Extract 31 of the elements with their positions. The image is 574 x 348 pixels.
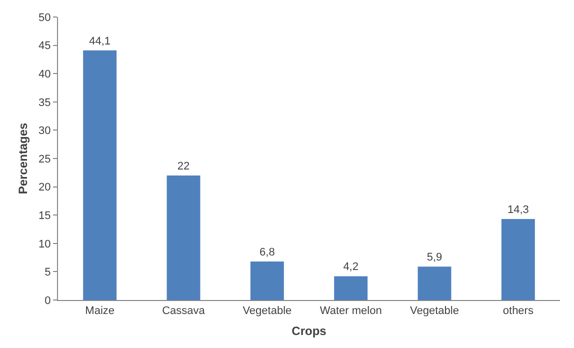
bar xyxy=(250,262,284,300)
data-label: 4,2 xyxy=(343,261,358,274)
bar xyxy=(334,276,368,300)
data-label: 44,1 xyxy=(89,35,111,48)
x-tick-label: Vegetable xyxy=(242,305,292,318)
bar xyxy=(501,219,535,300)
y-tick-label: 40 xyxy=(38,68,51,80)
data-label: 14,3 xyxy=(507,204,529,216)
data-label: 5,9 xyxy=(426,252,442,264)
data-label: 6,8 xyxy=(260,246,275,259)
y-tick-label: 10 xyxy=(38,238,51,250)
y-tick-label: 30 xyxy=(38,125,51,138)
bar xyxy=(83,50,117,300)
y-tick-label: 5 xyxy=(44,266,51,279)
y-tick-label: 35 xyxy=(38,96,51,109)
bar xyxy=(418,266,452,300)
bar xyxy=(166,175,200,300)
y-tick-label: 15 xyxy=(38,210,51,222)
y-tick-label: 25 xyxy=(38,153,51,166)
x-tick-label: others xyxy=(502,305,534,318)
y-tick-label: 50 xyxy=(38,12,51,24)
y-tick-label: 20 xyxy=(38,182,51,194)
x-tick-label: Maize xyxy=(85,305,114,318)
x-tick-label: Cassava xyxy=(162,305,206,318)
y-axis-title: Percentages xyxy=(16,122,30,194)
x-axis-title: Crops xyxy=(292,324,327,338)
y-tick-label: 45 xyxy=(38,40,51,52)
data-label: 22 xyxy=(177,160,190,172)
y-tick-label: 0 xyxy=(44,294,51,307)
x-tick-label: Water melon xyxy=(320,305,382,318)
x-tick-label: Vegetable xyxy=(410,305,459,318)
